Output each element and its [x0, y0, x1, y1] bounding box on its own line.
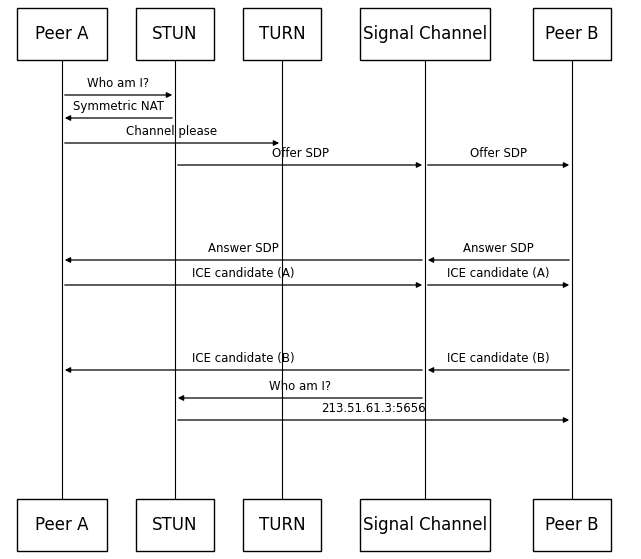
Text: STUN: STUN	[153, 516, 198, 534]
Bar	[136, 499, 214, 551]
Bar	[533, 8, 611, 60]
Text: 213.51.61.3:5656: 213.51.61.3:5656	[321, 402, 426, 415]
Text: Signal Channel: Signal Channel	[363, 25, 487, 43]
Text: Channel please: Channel please	[126, 125, 217, 138]
Text: Peer A: Peer A	[35, 25, 88, 43]
Text: Peer B: Peer B	[545, 516, 599, 534]
Bar	[243, 499, 321, 551]
Text: Answer SDP: Answer SDP	[463, 242, 534, 255]
Bar	[360, 8, 490, 60]
Text: Peer A: Peer A	[35, 516, 88, 534]
Bar	[243, 8, 321, 60]
Text: Offer SDP: Offer SDP	[470, 147, 527, 160]
Text: Symmetric NAT: Symmetric NAT	[73, 100, 164, 113]
Text: TURN: TURN	[259, 516, 305, 534]
Text: Who am I?: Who am I?	[269, 380, 331, 393]
Text: Offer SDP: Offer SDP	[272, 147, 328, 160]
Text: ICE candidate (B): ICE candidate (B)	[447, 352, 550, 365]
Text: Answer SDP: Answer SDP	[208, 242, 279, 255]
Text: STUN: STUN	[153, 25, 198, 43]
Text: ICE candidate (B): ICE candidate (B)	[192, 352, 295, 365]
Bar	[17, 499, 107, 551]
Text: ICE candidate (A): ICE candidate (A)	[447, 267, 550, 280]
Text: TURN: TURN	[259, 25, 305, 43]
Bar	[17, 8, 107, 60]
Bar	[533, 499, 611, 551]
Bar	[136, 8, 214, 60]
Text: Peer B: Peer B	[545, 25, 599, 43]
Text: Who am I?: Who am I?	[87, 77, 149, 90]
Bar	[360, 499, 490, 551]
Text: ICE candidate (A): ICE candidate (A)	[192, 267, 295, 280]
Text: Signal Channel: Signal Channel	[363, 516, 487, 534]
